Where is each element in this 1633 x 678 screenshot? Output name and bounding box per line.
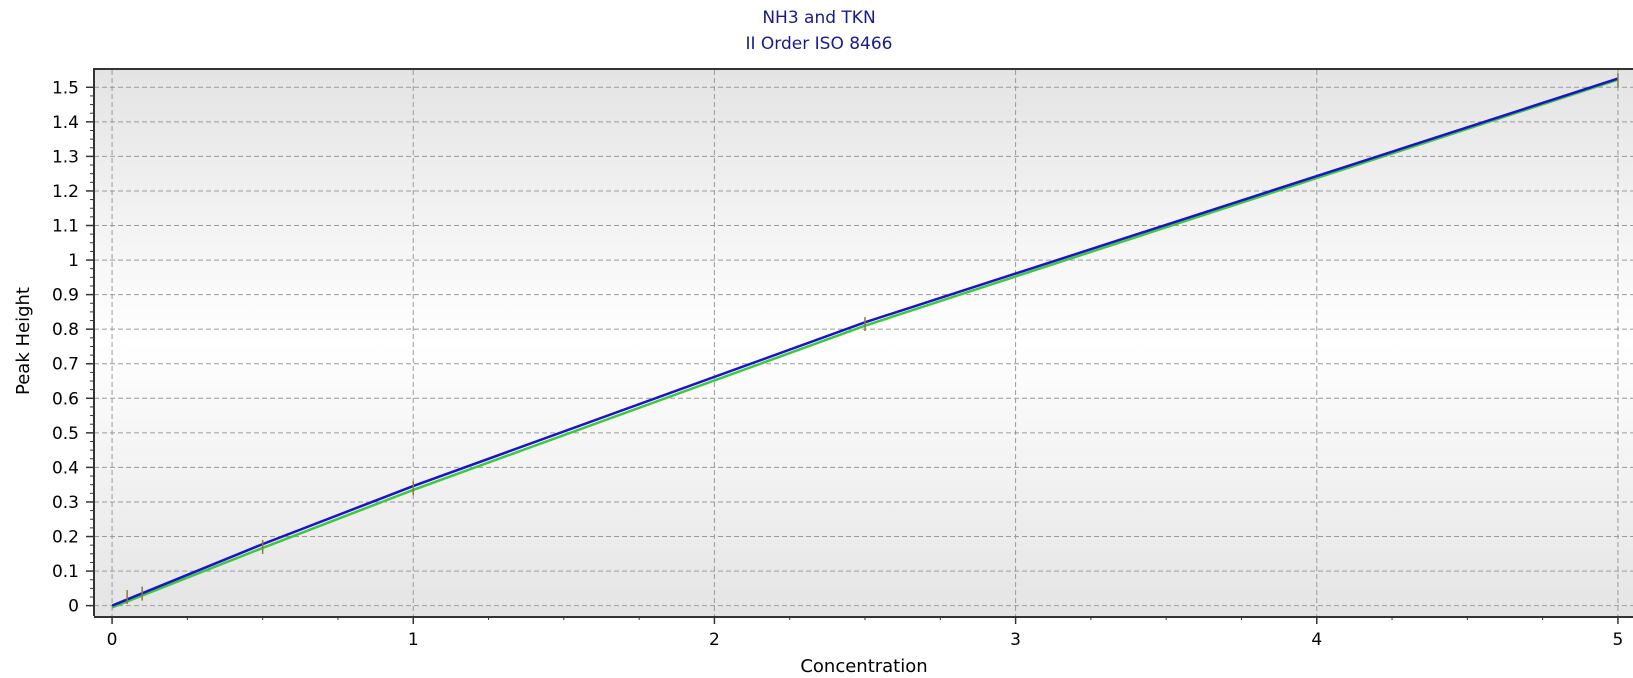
y-tick-label: 1.1	[52, 217, 79, 237]
y-tick-label: 0.8	[52, 320, 79, 340]
y-tick-label: 1.4	[52, 113, 79, 133]
y-tick-label: 0.5	[52, 424, 79, 444]
x-tick-label: 3	[1010, 630, 1021, 650]
plot-area	[94, 70, 1633, 616]
x-tick-label: 4	[1311, 630, 1322, 650]
x-tick-label: 5	[1613, 630, 1624, 650]
y-tick-label: 0.1	[52, 562, 79, 582]
y-tick-label: 0.4	[52, 458, 79, 478]
x-axis-title: Concentration	[800, 656, 927, 677]
y-tick-label: 0.6	[52, 389, 79, 409]
y-tick-label: 1.2	[52, 182, 79, 202]
y-axis-title: Peak Height	[13, 287, 34, 395]
x-tick-label: 1	[408, 630, 419, 650]
x-tick-label: 2	[709, 630, 720, 650]
chart-subtitle: II Order ISO 8466	[746, 34, 893, 54]
y-tick-label: 0.7	[52, 355, 79, 375]
y-tick-label: 0.3	[52, 493, 79, 513]
chart-title: NH3 and TKN	[762, 8, 875, 28]
y-tick-label: 0.2	[52, 528, 79, 548]
y-tick-label: 1.5	[52, 78, 79, 98]
y-tick-label: 1	[68, 251, 79, 271]
x-tick-label: 0	[107, 630, 118, 650]
y-tick-label: 1.3	[52, 147, 79, 167]
y-tick-label: 0.9	[52, 286, 79, 306]
y-tick-label: 0	[68, 597, 79, 617]
